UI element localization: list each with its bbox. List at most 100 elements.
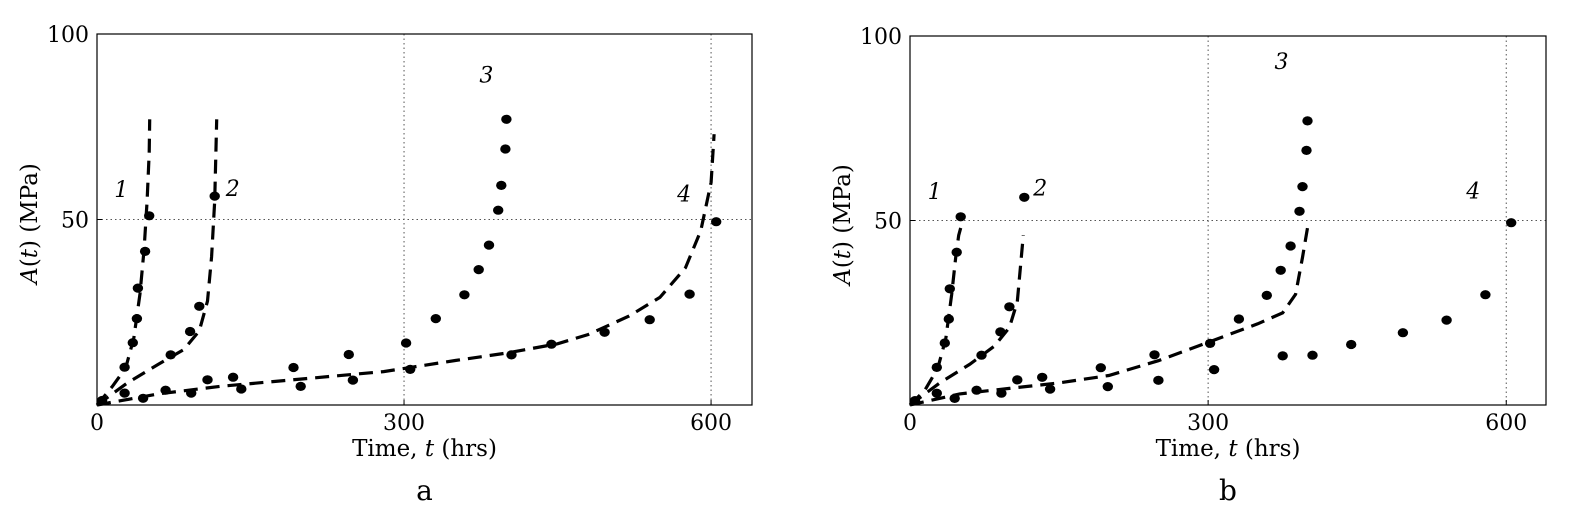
x-tick-label-600: 600 [1485, 411, 1527, 436]
x-tick-label-0: 0 [90, 411, 104, 436]
chart-panel-a: 0 300 600 50 100 Time, t (hrs) A(t) (MPa) a 1 2 3 4 [17, 23, 752, 507]
data-point [1301, 146, 1311, 155]
series-2: 2 [910, 176, 1047, 405]
x-tick-label-600: 600 [690, 411, 732, 436]
data-point [1019, 193, 1029, 202]
y-tick-label-100: 100 [47, 23, 89, 48]
data-point [1149, 350, 1159, 359]
data-point [1205, 339, 1215, 348]
data-point [500, 144, 510, 153]
panel-label-a: a [416, 474, 433, 507]
data-point [1209, 365, 1219, 374]
data-point [1012, 375, 1022, 384]
fit-curve-1 [97, 119, 150, 405]
data-point [474, 265, 484, 274]
data-point [1285, 241, 1295, 250]
data-point [144, 211, 154, 220]
data-point [940, 338, 950, 347]
data-point [1302, 116, 1312, 125]
curve-label-4: 4 [1465, 180, 1480, 205]
data-point [599, 328, 609, 337]
data-point [119, 389, 129, 398]
data-point [546, 340, 556, 349]
data-point [1103, 382, 1113, 391]
data-point [1153, 376, 1163, 385]
data-point [1045, 385, 1055, 394]
y-tick-label-50: 50 [874, 210, 902, 235]
data-point [1294, 207, 1304, 216]
y-axis-title: A(t) (MPa) [17, 163, 43, 286]
curve-label-4: 4 [676, 183, 691, 208]
data-point [1004, 302, 1014, 311]
data-point [119, 363, 129, 372]
x-tick-label-300: 300 [1187, 411, 1229, 436]
fit-curve-4 [97, 134, 714, 405]
data-point [1278, 351, 1288, 360]
data-point [932, 389, 942, 398]
data-point [493, 206, 503, 215]
curve-label-1: 1 [114, 178, 128, 203]
series-1: 1 [97, 119, 154, 405]
series-3: 3 [910, 50, 1313, 405]
data-point [910, 396, 920, 405]
data-point [401, 338, 411, 347]
data-point [1297, 182, 1307, 191]
data-point [995, 327, 1005, 336]
series-3: 3 [97, 63, 512, 405]
data-point [1307, 351, 1317, 360]
data-point [1096, 363, 1106, 372]
data-point [945, 284, 955, 293]
y-axis-title: A(t) (MPa) [830, 164, 856, 287]
data-point [952, 248, 962, 257]
data-point [684, 290, 694, 299]
data-point [459, 290, 469, 299]
data-point [210, 192, 220, 201]
chart-panel-b: 0 300 600 50 100 Time, t (hrs) A(t) (MPa) b 1 2 3 4 [830, 25, 1546, 507]
x-tick-label-300: 300 [383, 411, 425, 436]
data-point [1234, 314, 1244, 323]
x-axis-title: Time, t (hrs) [1156, 436, 1301, 462]
data-point [1506, 218, 1516, 227]
data-point [140, 247, 150, 256]
curve-label-3: 3 [1275, 50, 1289, 75]
data-point [288, 363, 298, 372]
data-point [133, 284, 143, 293]
data-point [711, 217, 721, 226]
data-point [185, 327, 195, 336]
series-4: 4 [97, 134, 721, 405]
panel-label-b: b [1219, 474, 1237, 507]
data-point [1398, 328, 1408, 337]
curve-label-2: 2 [225, 177, 240, 202]
data-point [971, 386, 981, 395]
fit-curve-3 [910, 228, 1308, 405]
data-point [202, 375, 212, 384]
series-1: 1 [910, 180, 966, 405]
data-point [976, 351, 986, 360]
y-tick-label-100: 100 [860, 25, 902, 50]
x-axis-title: Time, t (hrs) [352, 436, 497, 462]
data-point [348, 376, 358, 385]
fit-curve-2 [910, 235, 1023, 405]
data-point [1262, 291, 1272, 300]
data-point [956, 212, 966, 221]
curve-label-2: 2 [1032, 176, 1047, 201]
curve-label-1: 1 [928, 180, 942, 205]
y-tick-label-50: 50 [61, 209, 89, 234]
data-point [1346, 340, 1356, 349]
data-point [645, 315, 655, 324]
data-point [950, 394, 960, 403]
data-point [501, 115, 511, 124]
data-point [1037, 373, 1047, 382]
data-point [1480, 290, 1490, 299]
data-point [132, 314, 142, 323]
curve-label-3: 3 [479, 63, 493, 88]
series-4: 4 [1278, 180, 1517, 361]
plot-frame [97, 34, 752, 405]
data-point [506, 350, 516, 359]
data-point [496, 181, 506, 190]
x-tick-label-0: 0 [903, 411, 917, 436]
data-point [996, 389, 1006, 398]
data-point [944, 314, 954, 323]
data-point [194, 302, 204, 311]
